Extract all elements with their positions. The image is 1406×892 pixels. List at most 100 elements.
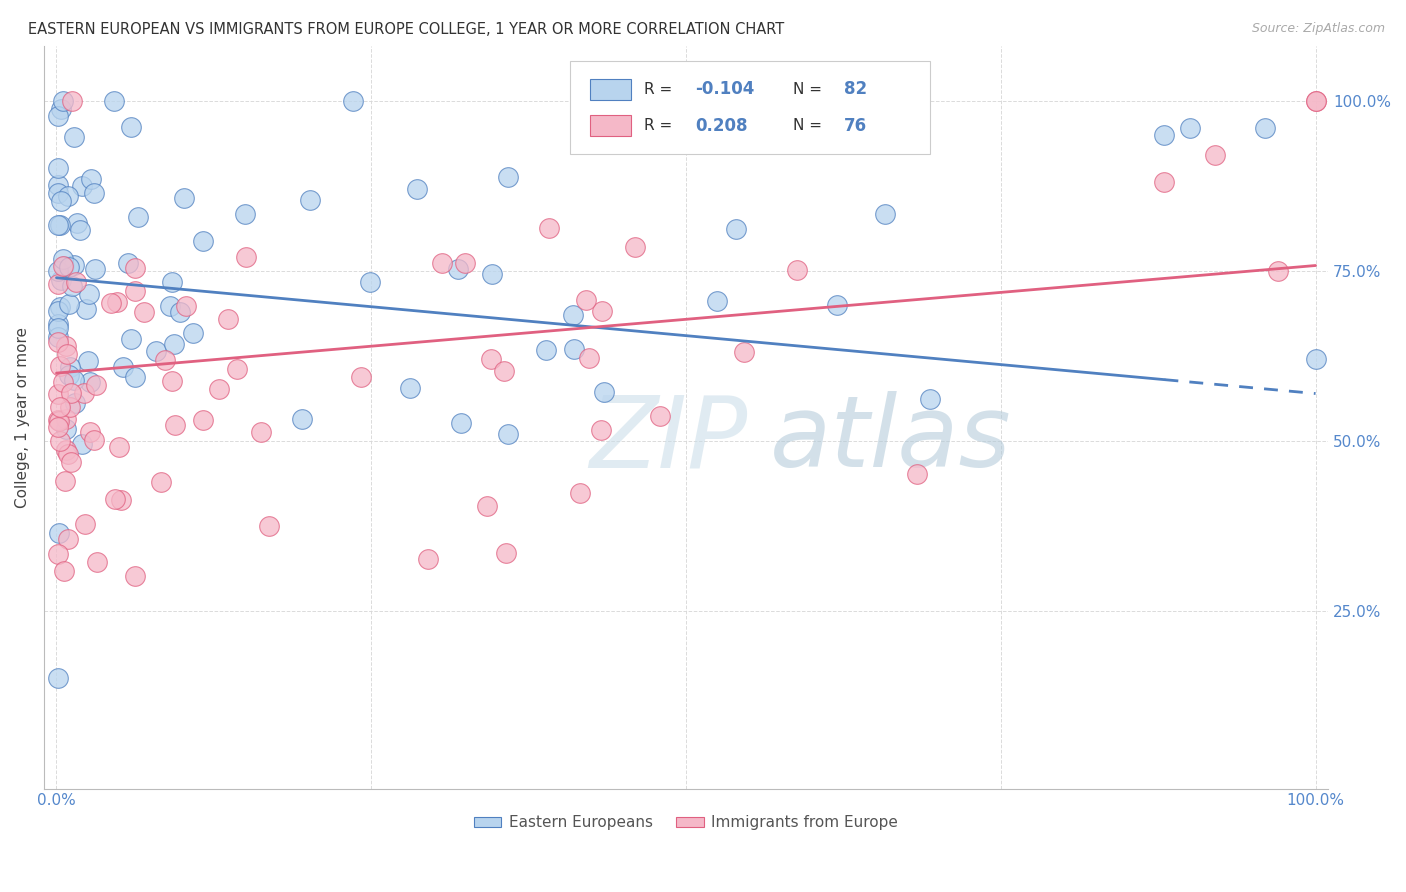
Point (58, 368, 80, 382)
Point (46, 178, 69, 193)
Point (706, 293, 728, 308)
Point (66, 215, 89, 229)
Point (495, 546, 517, 560)
Point (568, 486, 591, 500)
Point (591, 304, 613, 318)
Point (193, 234, 215, 248)
Text: 0.208: 0.208 (695, 117, 748, 135)
Point (46, 321, 69, 335)
Point (226, 361, 249, 376)
Point (124, 284, 146, 298)
Point (53, 259, 76, 273)
Point (52, 259, 75, 273)
FancyBboxPatch shape (589, 78, 631, 100)
Point (48, 434, 70, 448)
Point (432, 255, 454, 269)
FancyBboxPatch shape (589, 115, 631, 136)
Point (124, 370, 146, 384)
Point (418, 552, 440, 566)
Point (235, 250, 257, 264)
Point (399, 381, 422, 395)
Point (250, 425, 273, 439)
Point (70, 437, 93, 451)
Point (575, 293, 598, 307)
Point (150, 475, 173, 489)
Point (63, 373, 86, 387)
Point (52, 94, 75, 108)
Point (593, 385, 616, 400)
Point (536, 343, 558, 357)
Point (63, 395, 86, 409)
Text: R =: R = (644, 82, 676, 96)
Point (1178, 120, 1201, 135)
Point (56, 532, 79, 546)
Point (450, 416, 472, 430)
Point (51, 194, 73, 208)
Point (648, 409, 671, 424)
Point (117, 256, 139, 270)
Point (1254, 120, 1277, 135)
Y-axis label: College, 1 year or more: College, 1 year or more (15, 326, 30, 508)
Point (120, 120, 142, 134)
Point (79, 376, 101, 390)
Point (46, 161, 69, 175)
Text: R =: R = (644, 118, 676, 133)
Point (174, 299, 197, 313)
Point (233, 207, 256, 221)
Point (49, 273, 72, 287)
Point (447, 262, 470, 277)
Point (537, 221, 560, 235)
Text: 76: 76 (844, 117, 868, 135)
Point (60, 94, 83, 108)
Point (60, 279, 83, 293)
Point (46, 547, 69, 561)
Point (79, 425, 101, 439)
Text: -0.104: -0.104 (695, 80, 755, 98)
Point (56, 347, 79, 361)
FancyBboxPatch shape (571, 61, 929, 153)
Point (55, 339, 77, 353)
Point (1153, 176, 1175, 190)
Point (52, 376, 75, 390)
Point (873, 207, 896, 221)
Point (173, 191, 195, 205)
Point (107, 294, 129, 309)
Point (100, 295, 122, 310)
Point (80, 171, 103, 186)
Point (104, 492, 127, 507)
Point (1305, 94, 1327, 108)
Point (623, 239, 645, 253)
Point (153, 352, 176, 367)
Point (59, 400, 82, 414)
Point (70, 179, 93, 194)
Point (49, 301, 72, 315)
Point (481, 268, 503, 282)
Point (53, 564, 76, 578)
Point (217, 311, 239, 326)
Point (56, 189, 79, 203)
Point (120, 332, 142, 346)
Point (108, 440, 131, 454)
Point (145, 343, 167, 358)
Point (1153, 128, 1175, 142)
Point (48, 401, 70, 415)
Legend: Eastern Europeans, Immigrants from Europe: Eastern Europeans, Immigrants from Europ… (468, 809, 904, 837)
Point (291, 412, 314, 426)
Point (350, 370, 373, 384)
Point (724, 222, 747, 236)
Point (110, 492, 132, 507)
Point (111, 360, 134, 375)
Point (46, 303, 69, 318)
Point (46, 334, 69, 349)
Point (86, 555, 108, 569)
Point (65, 275, 87, 289)
Point (75, 301, 97, 316)
Point (257, 519, 280, 533)
Point (405, 182, 427, 196)
Point (132, 305, 155, 319)
Point (56, 447, 79, 461)
Point (1204, 148, 1226, 162)
Point (48, 525, 70, 540)
Point (77, 286, 100, 301)
Point (84, 377, 107, 392)
